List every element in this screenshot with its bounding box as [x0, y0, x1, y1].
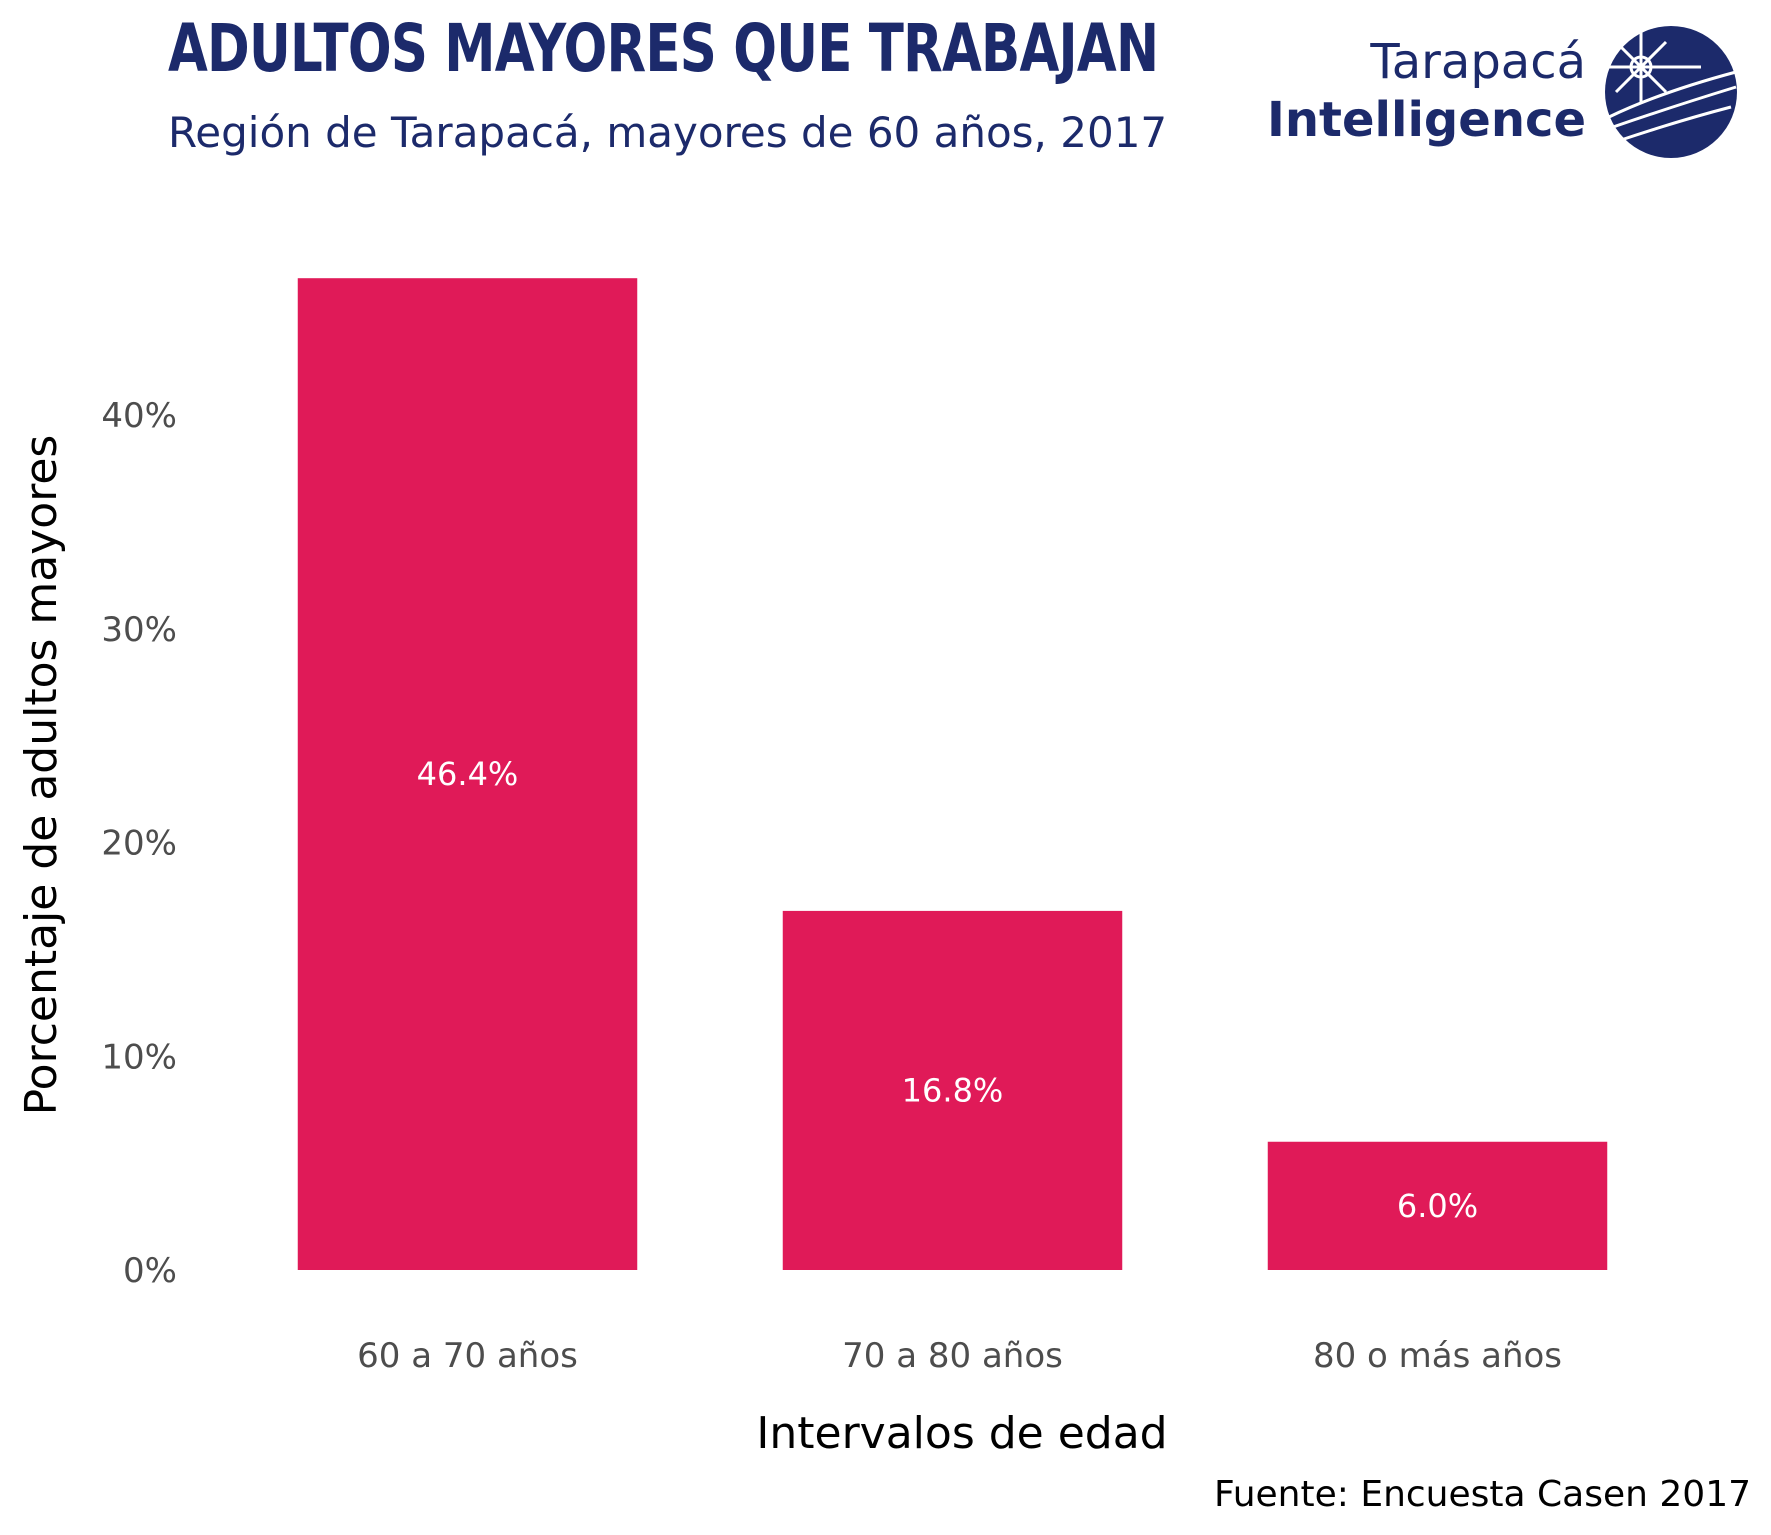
logo-text-line1: Tarapacá: [1370, 34, 1586, 90]
bar-value-label: 6.0%: [1397, 1187, 1478, 1225]
bars: 46.4% 16.8% 6.0%: [297, 278, 1608, 1270]
x-axis-label: Intervalos de edad: [756, 1408, 1167, 1459]
y-axis-ticks: 0% 10% 20% 30% 40%: [101, 396, 177, 1291]
y-tick-label: 10%: [101, 1037, 177, 1077]
bar-value-label: 16.8%: [902, 1071, 1004, 1109]
bar: [1267, 1141, 1608, 1270]
bar: [297, 278, 638, 1270]
y-tick-label: 0%: [123, 1251, 177, 1291]
x-tick-label: 70 a 80 años: [842, 1336, 1063, 1376]
x-tick-label: 60 a 70 años: [357, 1336, 578, 1376]
y-tick-label: 20%: [101, 824, 177, 864]
bar: [782, 910, 1123, 1270]
x-tick-label: 80 o más años: [1313, 1336, 1562, 1376]
y-tick-label: 40%: [101, 396, 177, 436]
source-note: Fuente: Encuesta Casen 2017: [1213, 1474, 1751, 1515]
chart-title: ADULTOS MAYORES QUE TRABAJAN: [168, 10, 1159, 87]
chart-subtitle: Región de Tarapacá, mayores de 60 años, …: [168, 108, 1168, 157]
logo-text-line2: Intelligence: [1267, 92, 1586, 148]
bar-value-label: 46.4%: [417, 755, 519, 793]
y-tick-label: 30%: [101, 610, 177, 650]
tarapaca-intelligence-logo: Tarapacá Intelligence: [1267, 22, 1741, 172]
x-axis-categories: 60 a 70 años 70 a 80 años 80 o más años: [357, 1336, 1562, 1376]
y-axis-label: Porcentaje de adultos mayores: [16, 435, 67, 1116]
logo-emblem-icon: [1605, 26, 1737, 158]
